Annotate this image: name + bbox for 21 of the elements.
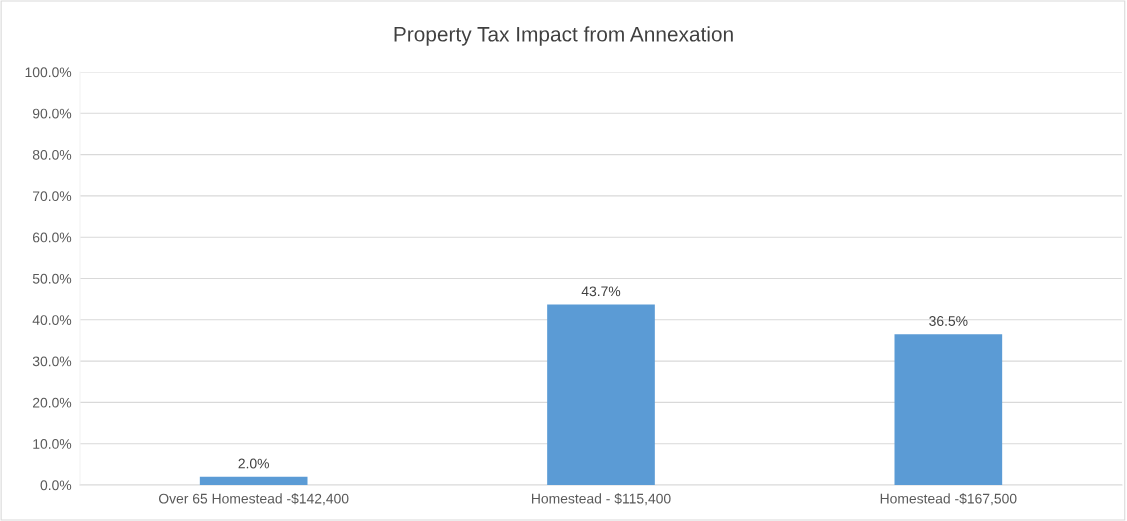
y-tick-label: 30.0% [32,356,72,367]
y-tick-label: 80.0% [32,149,72,160]
bar [199,476,308,485]
y-tick-label: 10.0% [33,439,72,449]
y-tick-label: 60.0% [32,232,72,243]
y-tick-label: 100.0% [25,67,72,78]
y-tick-label: 20.0% [32,397,72,408]
x-tick-label: Homestead - $115,400 [532,493,671,506]
data-label: 36.5% [929,316,968,326]
y-tick-label: 50.0% [32,273,72,284]
x-tick-label: Homestead -$167,500 [880,493,1017,506]
bar [894,334,1003,485]
x-tick-label: Over 65 Homestead -$142,400 [158,493,349,506]
y-tick-label: 40.0% [32,315,72,325]
y-tick-label: 90.0% [32,108,72,119]
y-tick-label: 0.0% [40,480,72,491]
chart-title: Property Tax Impact from Annexation [394,26,733,46]
data-label: 43.7% [581,286,621,297]
bar [547,304,655,485]
data-label: 2.0% [238,458,269,469]
y-tick-label: 70.0% [33,191,72,202]
